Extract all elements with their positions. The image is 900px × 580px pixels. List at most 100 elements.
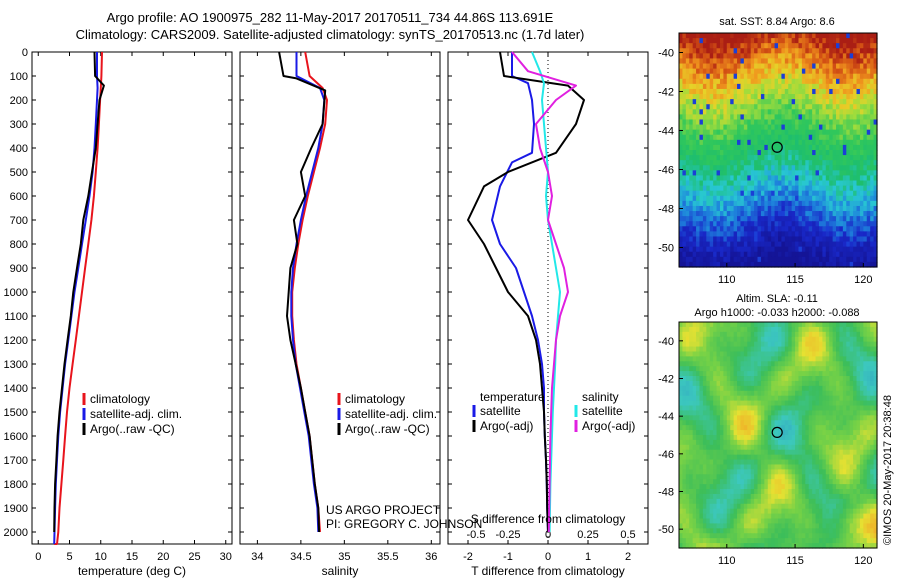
map-cell bbox=[788, 53, 793, 60]
map-cell bbox=[696, 322, 701, 328]
map-cell bbox=[829, 420, 834, 426]
map-cell bbox=[682, 371, 687, 377]
map-cell bbox=[740, 356, 745, 362]
map-cell bbox=[822, 459, 827, 466]
map-cell bbox=[733, 68, 738, 75]
map-cell bbox=[788, 246, 793, 253]
map-cell bbox=[743, 236, 748, 243]
map-cell bbox=[764, 139, 769, 146]
map-cell bbox=[730, 336, 735, 343]
map-cell bbox=[719, 119, 724, 126]
map-cell bbox=[719, 322, 724, 328]
map-cell bbox=[702, 371, 707, 377]
map-cell bbox=[706, 211, 711, 217]
map-cell bbox=[726, 114, 731, 121]
map-cell bbox=[846, 211, 851, 217]
map-cell bbox=[696, 346, 701, 353]
pi-credit: PI: GREGORY C. JOHNSON bbox=[326, 517, 482, 531]
map-cell bbox=[825, 185, 830, 192]
map-cell bbox=[757, 200, 762, 207]
map-cell bbox=[853, 216, 858, 222]
map-cell bbox=[719, 336, 724, 343]
y-tick-label: 100 bbox=[10, 71, 28, 83]
map-cell bbox=[870, 155, 875, 161]
map-cell bbox=[737, 256, 742, 263]
map-cell bbox=[849, 236, 854, 243]
map-cell bbox=[849, 361, 854, 367]
map-cell bbox=[679, 33, 684, 39]
map-cell bbox=[818, 435, 823, 441]
map-cell bbox=[774, 109, 779, 115]
map-cell bbox=[750, 439, 755, 446]
map-cell bbox=[805, 474, 810, 480]
map-cell bbox=[791, 371, 796, 377]
map-cell bbox=[805, 99, 810, 105]
map-cell bbox=[853, 68, 858, 75]
map-cell bbox=[774, 221, 779, 227]
map-cell bbox=[781, 83, 786, 90]
map-cell bbox=[716, 114, 721, 121]
temperature-plot: 0100200300400500600700800900100011001200… bbox=[4, 47, 232, 563]
map-cell bbox=[798, 400, 803, 407]
map-cell bbox=[812, 175, 817, 182]
map-cell bbox=[733, 366, 738, 372]
map-cell bbox=[849, 331, 854, 338]
map-cell bbox=[781, 366, 786, 372]
map-cell bbox=[730, 78, 735, 85]
map-cell bbox=[870, 420, 875, 426]
map-cell bbox=[842, 380, 847, 387]
map-cell bbox=[859, 185, 864, 192]
map-cell bbox=[853, 104, 858, 110]
map-cell bbox=[853, 400, 858, 407]
map-y-tick-label: -42 bbox=[658, 87, 674, 99]
map-cell bbox=[726, 185, 731, 192]
map-cell bbox=[757, 195, 762, 202]
map-cell bbox=[805, 211, 810, 217]
map-cell bbox=[791, 195, 796, 202]
map-cell bbox=[689, 405, 694, 412]
map-cell bbox=[856, 226, 861, 232]
map-cell bbox=[719, 356, 724, 362]
map-cell bbox=[706, 78, 711, 85]
map-cell bbox=[771, 400, 776, 407]
map-cell bbox=[781, 104, 786, 110]
map-cell bbox=[754, 211, 759, 217]
map-cell bbox=[771, 444, 776, 451]
map-cell bbox=[716, 160, 721, 166]
map-cell bbox=[689, 366, 694, 372]
map-cell bbox=[706, 444, 711, 451]
map-cell bbox=[859, 464, 864, 470]
map-cell bbox=[713, 346, 718, 353]
map-cell bbox=[740, 256, 745, 263]
map-cell bbox=[709, 216, 714, 222]
map-cell bbox=[685, 175, 690, 182]
series-line-satellite bbox=[531, 51, 561, 533]
map-cell bbox=[682, 241, 687, 248]
map-cell bbox=[842, 346, 847, 353]
map-cell bbox=[737, 48, 742, 54]
map-cell bbox=[682, 175, 687, 182]
map-cell bbox=[791, 400, 796, 407]
map-cell bbox=[733, 99, 738, 105]
map-cell bbox=[832, 425, 837, 431]
map-cell bbox=[859, 221, 864, 227]
map-cell bbox=[842, 190, 847, 197]
map-cell bbox=[863, 119, 868, 126]
map-cell bbox=[842, 395, 847, 402]
map-cell bbox=[699, 346, 704, 353]
map-cell bbox=[795, 420, 800, 426]
map-cell bbox=[716, 109, 721, 115]
map-cell bbox=[682, 410, 687, 416]
map-cell bbox=[702, 395, 707, 402]
map-cell bbox=[699, 211, 704, 217]
map-cell bbox=[784, 114, 789, 121]
map-cell bbox=[696, 190, 701, 197]
map-cell bbox=[754, 175, 759, 182]
map-cell bbox=[812, 53, 817, 60]
map-cell bbox=[853, 211, 858, 217]
map-cell bbox=[873, 351, 878, 357]
map-cell bbox=[692, 331, 697, 338]
map-cell bbox=[778, 124, 783, 131]
map-cell bbox=[730, 261, 735, 268]
map-cell bbox=[719, 180, 724, 187]
